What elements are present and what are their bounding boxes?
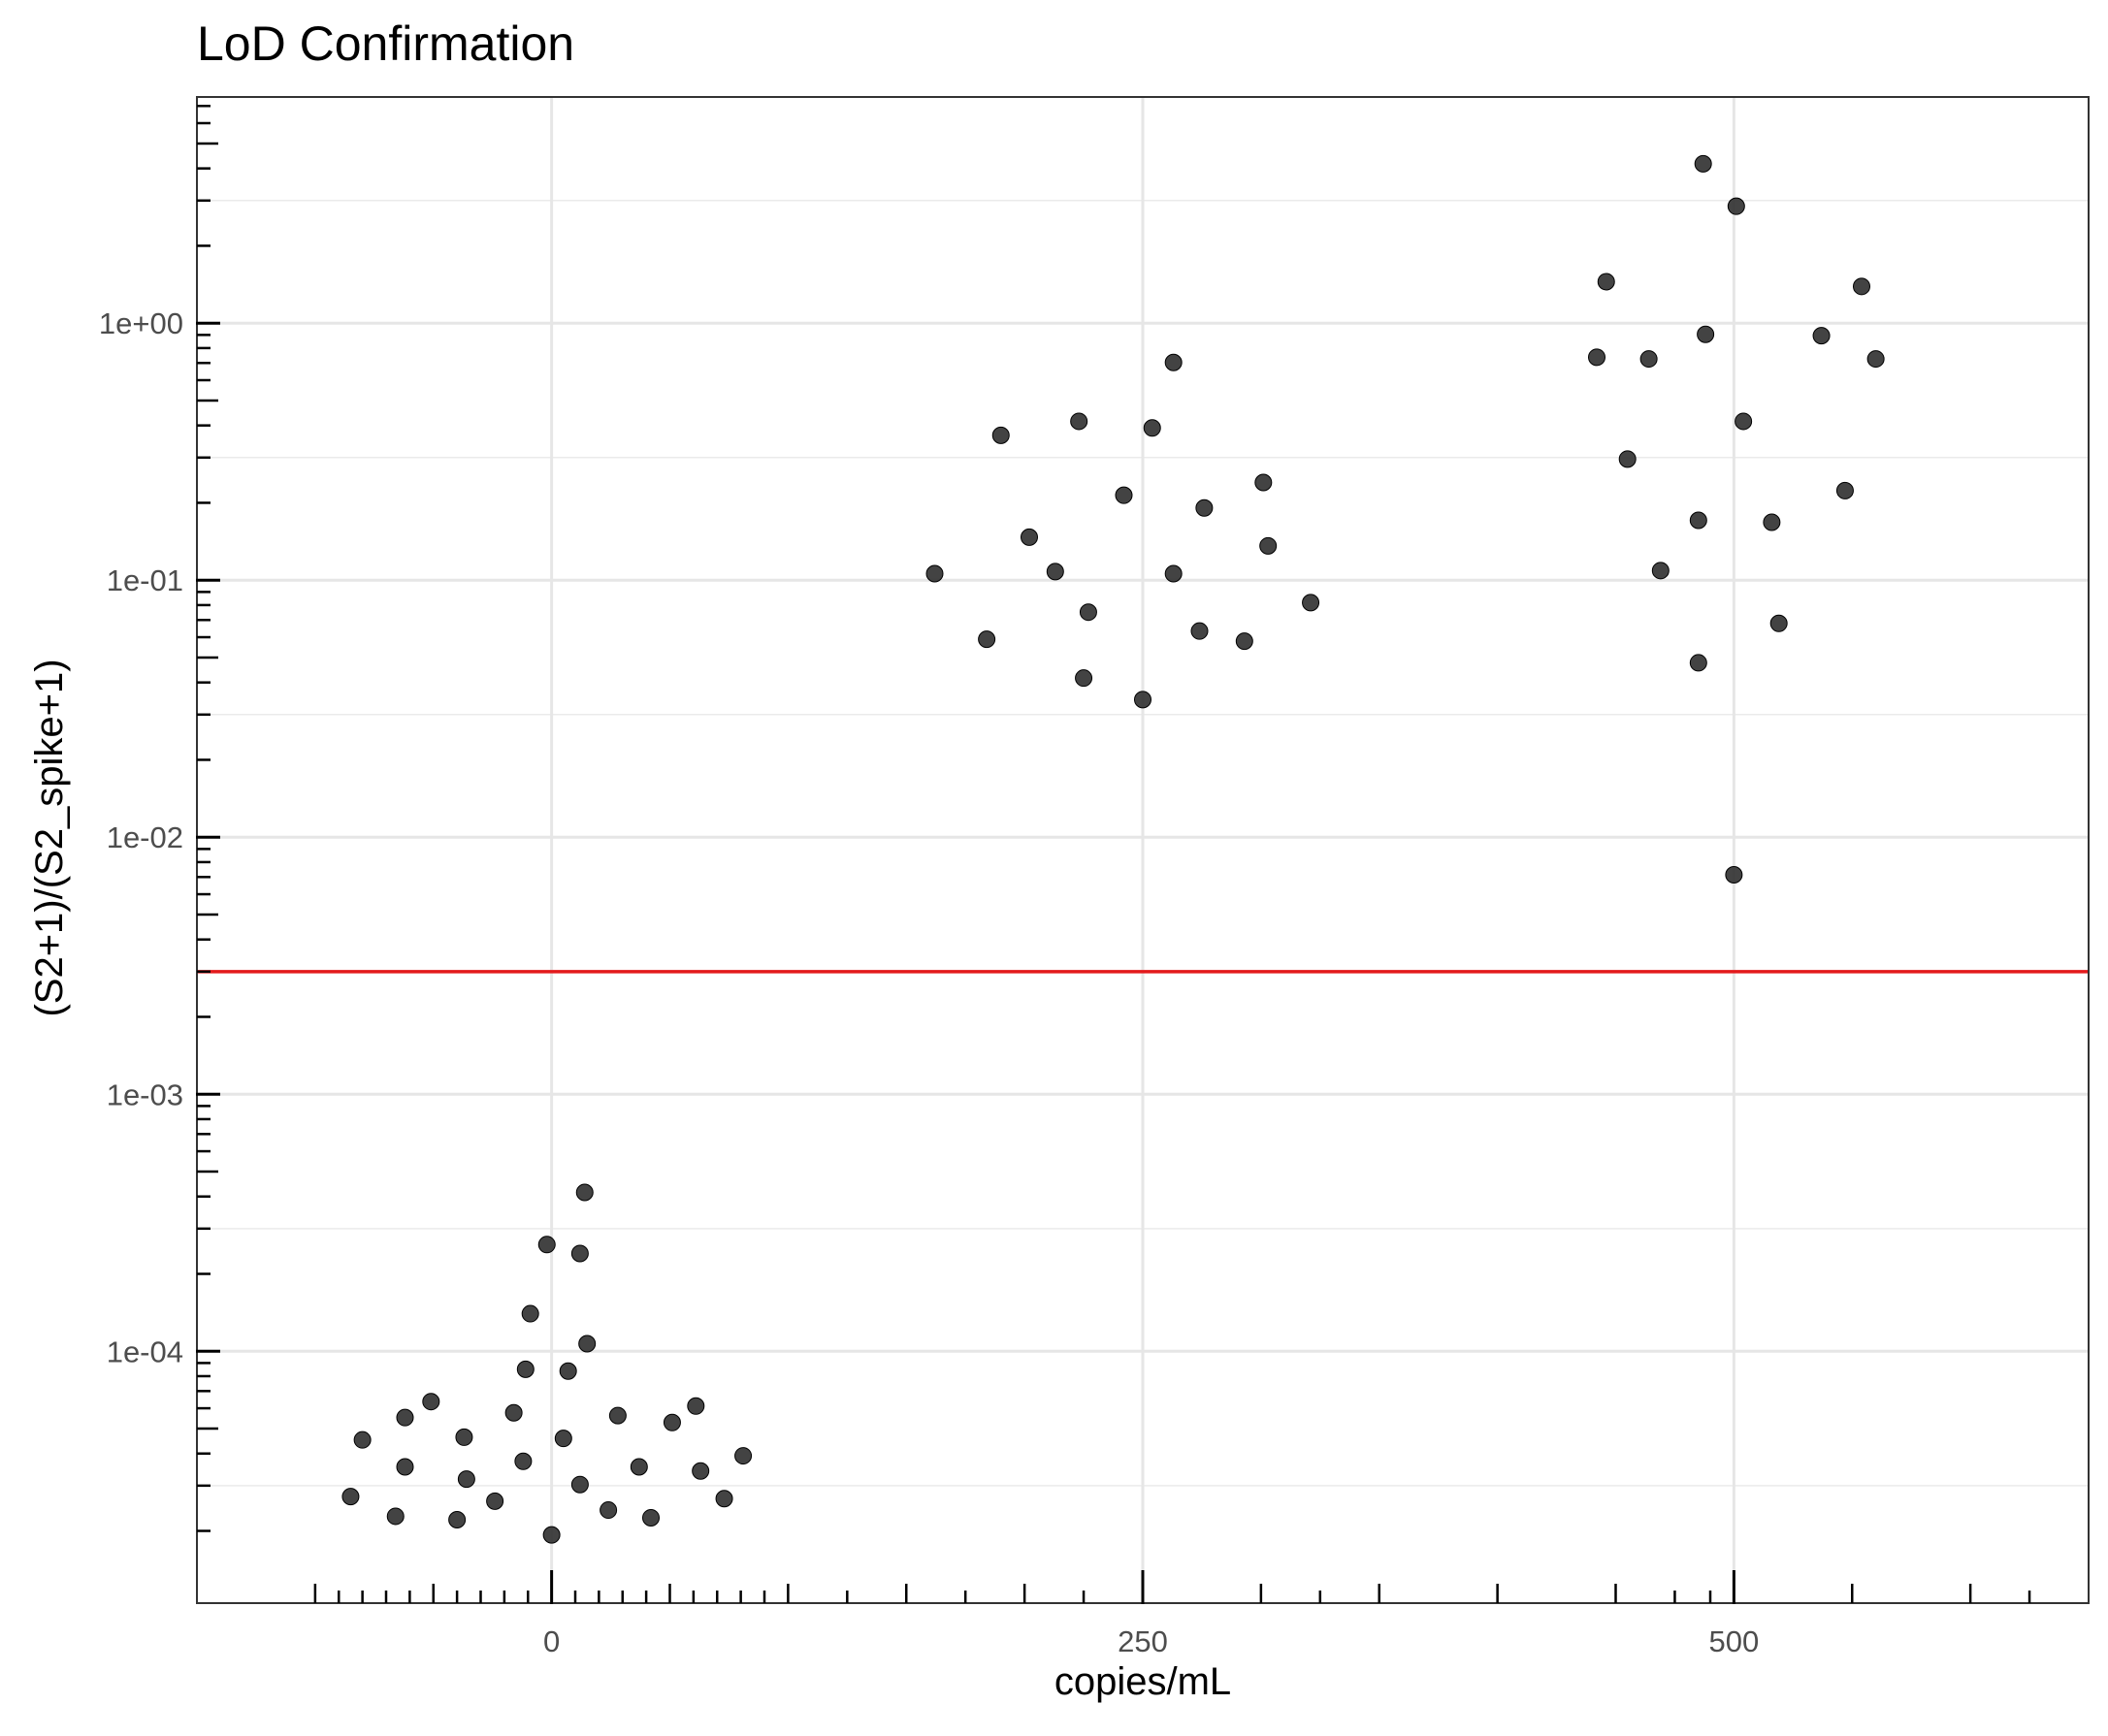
x-tick-label: 0: [543, 1624, 560, 1658]
data-point: [1735, 412, 1753, 431]
data-point: [1727, 197, 1745, 215]
data-point: [521, 1304, 539, 1323]
data-point: [1021, 528, 1038, 546]
data-point: [1259, 536, 1278, 555]
data-point: [542, 1526, 561, 1544]
y-tick-label: 1e-01: [107, 563, 183, 597]
data-point: [715, 1490, 733, 1508]
data-point: [1725, 866, 1743, 884]
data-point: [570, 1475, 589, 1494]
data-point: [1769, 614, 1788, 632]
data-point: [1164, 564, 1183, 583]
data-point: [991, 426, 1010, 444]
data-point: [448, 1511, 467, 1529]
data-point: [1164, 353, 1183, 371]
data-point: [1697, 325, 1715, 343]
data-point: [1143, 419, 1161, 437]
data-point: [1075, 669, 1093, 688]
data-point: [663, 1413, 681, 1431]
data-point: [514, 1452, 533, 1470]
data-point: [537, 1236, 556, 1254]
data-point: [1866, 350, 1885, 369]
data-point: [978, 630, 996, 649]
data-point: [578, 1334, 597, 1353]
data-point: [1639, 350, 1658, 369]
data-point: [1070, 412, 1088, 431]
y-tick-label: 1e-04: [107, 1334, 183, 1368]
x-tick-label: 250: [1118, 1624, 1168, 1658]
data-point: [504, 1403, 523, 1422]
data-point: [692, 1462, 710, 1480]
x-axis-title: copies/mL: [1054, 1660, 1231, 1703]
data-point: [1190, 622, 1209, 640]
data-point: [455, 1428, 473, 1446]
data-points: [341, 154, 1885, 1544]
data-point: [554, 1430, 572, 1448]
data-point: [422, 1393, 440, 1411]
data-point: [1134, 691, 1151, 709]
data-point: [353, 1431, 372, 1449]
data-point: [1046, 563, 1064, 581]
data-point: [734, 1447, 753, 1465]
data-point: [1618, 450, 1637, 468]
data-point: [1597, 273, 1615, 291]
y-tick-label: 1e+00: [99, 306, 183, 340]
data-point: [600, 1501, 618, 1520]
data-point: [575, 1183, 594, 1202]
data-point: [1115, 486, 1133, 504]
data-point: [559, 1362, 577, 1380]
data-point: [925, 564, 944, 583]
data-point: [1835, 481, 1854, 499]
data-point: [1763, 513, 1781, 531]
data-point: [457, 1470, 475, 1489]
data-point: [1235, 632, 1253, 651]
data-point: [486, 1492, 504, 1510]
data-point: [630, 1458, 648, 1476]
data-point: [570, 1244, 589, 1263]
data-point: [642, 1508, 660, 1527]
grid: [197, 97, 2089, 1603]
data-point: [1689, 654, 1707, 672]
data-point: [516, 1360, 535, 1378]
data-point: [341, 1488, 360, 1506]
data-point: [608, 1406, 627, 1425]
data-point: [1588, 348, 1605, 367]
data-point: [1812, 327, 1831, 345]
data-point: [1195, 498, 1214, 517]
data-point: [386, 1507, 405, 1526]
data-point: [396, 1458, 414, 1476]
chart-title: LoD Confirmation: [197, 16, 574, 71]
data-point: [1254, 473, 1273, 492]
data-point: [1302, 594, 1320, 612]
data-point: [1853, 277, 1870, 296]
y-axis-title: (S2+1)/(S2_spike+1): [28, 659, 71, 1016]
data-point: [1079, 603, 1097, 622]
y-tick-label: 1e-03: [107, 1077, 183, 1111]
data-point: [1651, 562, 1670, 580]
y-tick-label: 1e-02: [107, 820, 183, 854]
data-point: [1694, 154, 1712, 173]
data-point: [1689, 511, 1707, 530]
x-tick-label: 500: [1709, 1624, 1760, 1658]
axes: 1e+00 1e-01 1e-02 1e-03 1e-04 0 250 500: [99, 104, 2031, 1658]
data-point: [396, 1408, 414, 1427]
data-point: [687, 1397, 705, 1415]
